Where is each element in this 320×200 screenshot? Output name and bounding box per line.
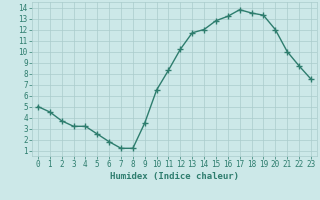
- X-axis label: Humidex (Indice chaleur): Humidex (Indice chaleur): [110, 172, 239, 181]
